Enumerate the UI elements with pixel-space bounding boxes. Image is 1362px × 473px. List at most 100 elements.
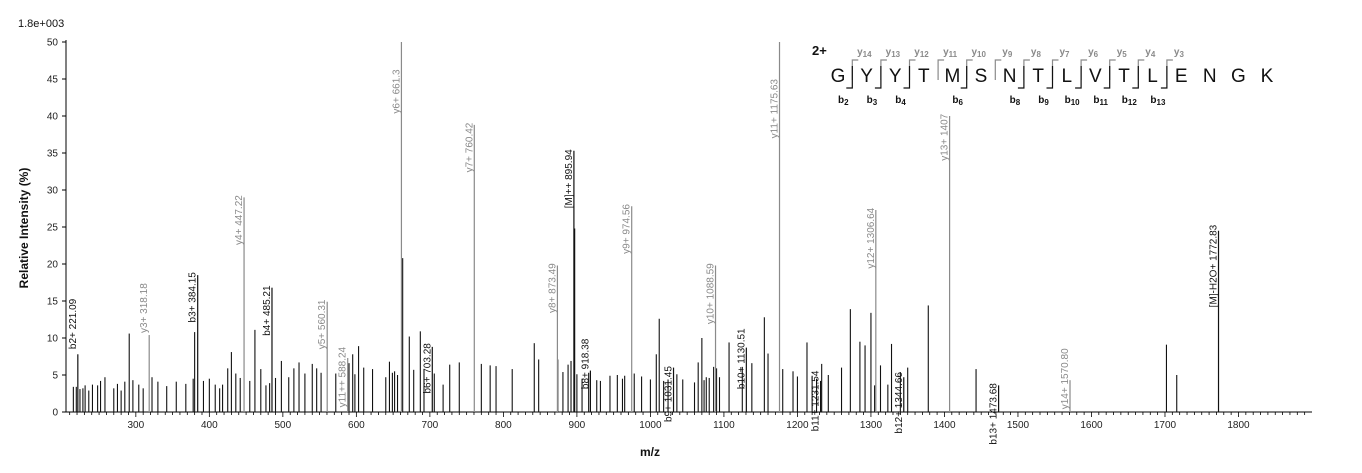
y-tick-label: 40 [47, 112, 59, 123]
y-ion-bracket [1080, 59, 1088, 80]
y-ion-bracket [937, 59, 945, 80]
annotation-label: b12+ 1344.66 [894, 372, 905, 434]
x-axis-title: m/z [640, 445, 660, 459]
b-ion-bracket [846, 66, 853, 89]
b-ion-bracket [1046, 66, 1054, 89]
annotation-label: b3+ 384.15 [188, 272, 199, 323]
y-ion-label: y13 [886, 47, 901, 59]
y-tick-label: 35 [47, 149, 59, 160]
annotation-label: b4+ 485.21 [262, 285, 273, 336]
annotation-label: y6+ 661.3 [391, 69, 402, 114]
sequence-residue: L [1147, 66, 1158, 87]
sequence-residue: V [1089, 66, 1102, 87]
annotation-label: [M]-H2O+ 1772.83 [1209, 224, 1220, 307]
annotation-label: y3+ 318.18 [139, 283, 150, 333]
b-ion-label: b10 [1065, 95, 1081, 107]
annotation-label: b9+ 1031.45 [664, 366, 675, 422]
x-tick-label: 1300 [860, 420, 883, 431]
b-ion-label: b6 [952, 95, 963, 107]
x-tick-label: 400 [201, 420, 218, 431]
y-ion-label: y4 [1145, 47, 1156, 59]
sequence-residue: K [1261, 66, 1274, 87]
x-tick-label: 1500 [1007, 420, 1030, 431]
x-tick-label: 1000 [639, 420, 662, 431]
x-tick-label: 500 [275, 420, 292, 431]
y-ion-bracket [1137, 59, 1145, 80]
x-tick-label: 1400 [933, 420, 956, 431]
x-tick-label: 1600 [1080, 420, 1103, 431]
y-tick-label: 5 [52, 371, 58, 382]
y-ion-bracket [1023, 59, 1030, 80]
annotation-label: b2+ 221.09 [68, 298, 79, 349]
b-ion-label: b2 [838, 95, 849, 107]
sequence-residue: L [1062, 66, 1073, 87]
y-ion-label: y6 [1088, 47, 1099, 59]
x-tick-label: 1100 [713, 420, 735, 431]
y-ion-bracket [1109, 59, 1116, 80]
y-tick-label: 20 [47, 260, 59, 271]
b-ion-bracket [1160, 66, 1168, 89]
y-ion-bracket [851, 59, 859, 80]
y-tick-label: 15 [47, 297, 59, 308]
annotation-label: y11++ 588.24 [338, 346, 349, 407]
annotation-label: y9+ 974.56 [622, 204, 633, 254]
b-ion-label: b3 [867, 95, 878, 107]
y-tick-label: 50 [47, 38, 59, 49]
annotation-label: y10+ 1088.59 [706, 263, 717, 324]
b-ion-bracket [874, 66, 882, 89]
b-ion-label: b12 [1122, 95, 1138, 107]
y-ion-bracket [880, 59, 887, 80]
annotation-label: y8+ 873.49 [547, 263, 558, 313]
y-ion-label: y10 [971, 47, 986, 59]
annotation-label: b13+ 1473.68 [989, 383, 1000, 445]
x-tick-label: 1800 [1227, 420, 1250, 431]
y-tick-label: 0 [52, 408, 58, 419]
b-ion-bracket [1103, 66, 1111, 89]
peak-annotations: b2+ 221.09 y3+ 318.18 b3+ 384.15 y4+ 447.22… [68, 42, 1220, 445]
y-ion-label: y8 [1031, 47, 1042, 59]
annotation-label: y4+ 447.22 [234, 195, 245, 245]
annotation-label: y11+ 1175.63 [770, 79, 781, 139]
y-ion-bracket [966, 59, 973, 80]
y-tick-label: 10 [47, 334, 59, 345]
sequence-residue: Y [889, 66, 902, 87]
y-ion-bracket [994, 59, 1002, 80]
y-ion-label: y9 [1002, 47, 1013, 59]
y-ion-label: y14 [857, 47, 872, 59]
b-ion-label: b4 [895, 95, 906, 107]
y-ion-label: y3 [1174, 47, 1185, 59]
annotation-label: y5+ 560.31 [317, 299, 328, 349]
b-ion-label: b9 [1038, 95, 1049, 107]
sequence-residue: N [1203, 66, 1217, 87]
b-ion-bracket [1075, 66, 1082, 89]
annotation-label: [M]++ 895.94 [564, 149, 575, 208]
x-tick-label: 600 [348, 420, 365, 431]
annotation-label: b11+ 1231.54 [811, 370, 822, 431]
b-ion-bracket [903, 66, 911, 89]
b-ion-bracket [1017, 66, 1025, 89]
sequence-residue: N [1003, 66, 1017, 87]
sequence-residue: G [831, 66, 846, 87]
annotation-label: y14+ 1570.80 [1060, 348, 1071, 409]
annotation-label: b8+ 918.38 [580, 338, 591, 389]
y-tick-label: 25 [47, 223, 59, 234]
peaks [72, 228, 1178, 412]
sequence-residue: Y [860, 66, 873, 87]
y-ion-label: y11 [943, 47, 958, 59]
intensity-scale-label: 1.8e+003 [18, 18, 65, 30]
x-tick-label: 700 [422, 420, 439, 431]
y-ion-label: y5 [1117, 47, 1128, 59]
b-ion-bracket [960, 66, 968, 89]
x-tick-label: 300 [127, 420, 144, 431]
x-tick-label: 900 [569, 420, 586, 431]
x-tick-label: 800 [495, 420, 512, 431]
b-ion-label: b11 [1093, 95, 1108, 107]
y-tick-label: 30 [47, 186, 59, 197]
y-ion-bracket [908, 59, 916, 80]
b-ion-label: b13 [1150, 95, 1166, 107]
sequence-residue: T [1032, 66, 1044, 87]
sequence-residue: E [1175, 66, 1188, 87]
annotation-label: y7+ 760.42 [464, 122, 475, 172]
